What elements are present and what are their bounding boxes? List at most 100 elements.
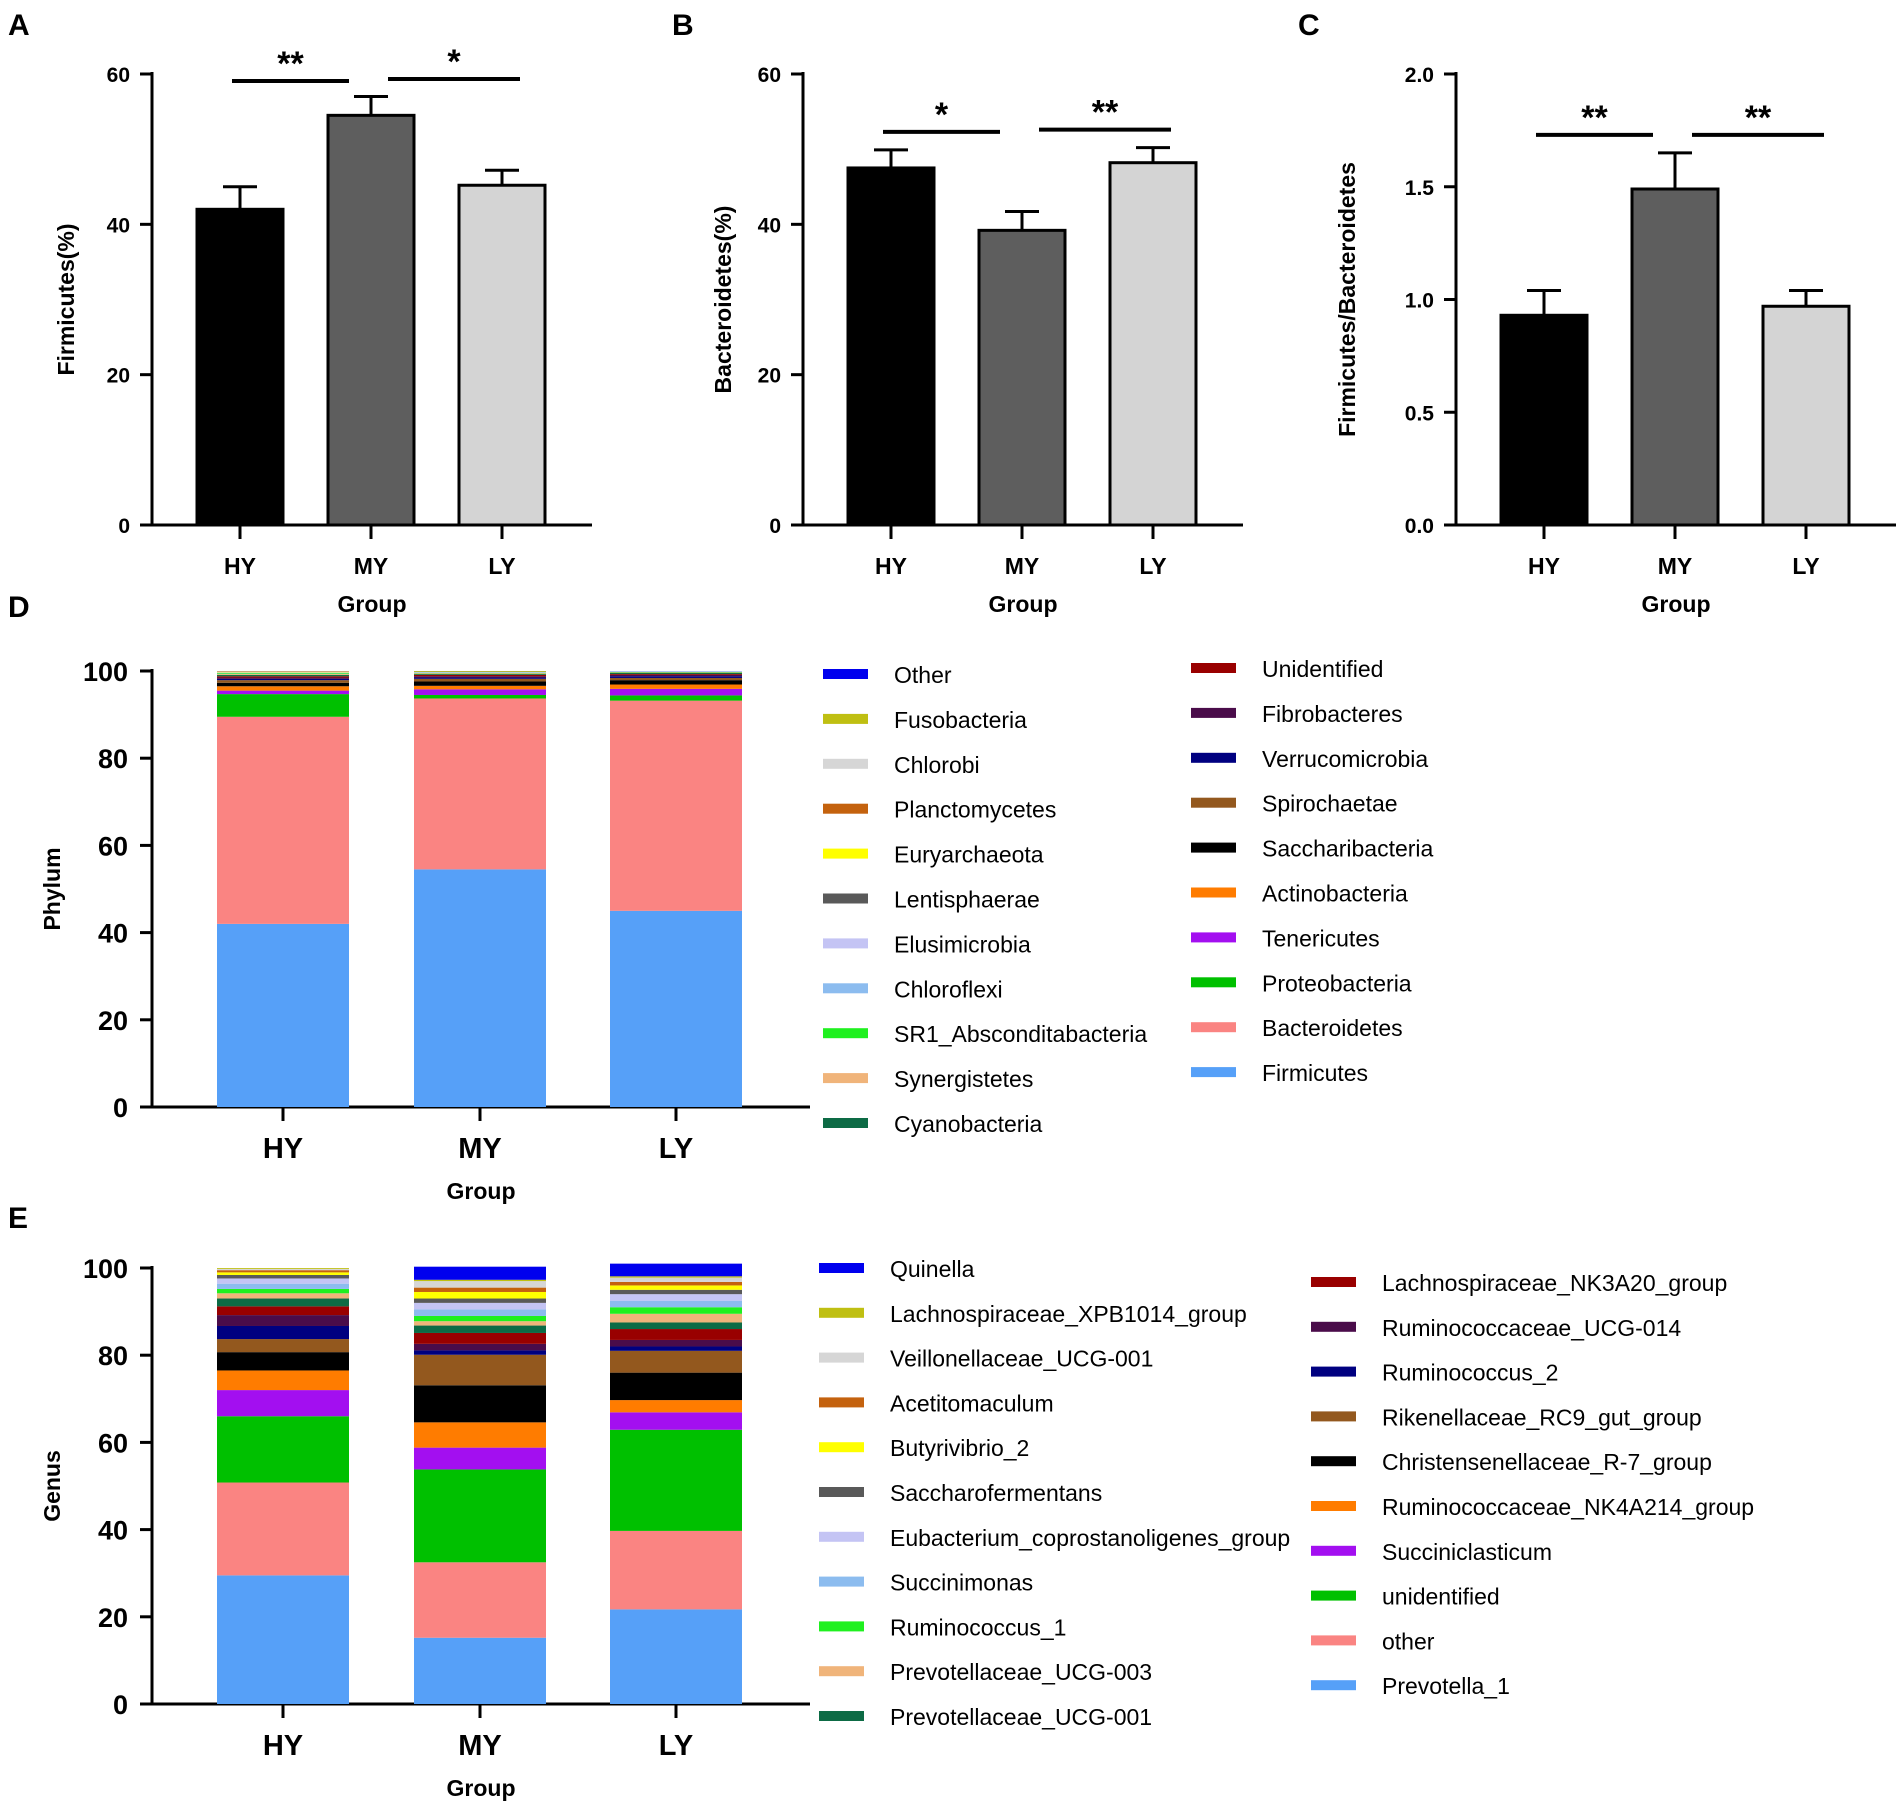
x-tick-label-hy: HY: [263, 1730, 303, 1762]
x-axis-title: Group: [447, 1775, 516, 1801]
panel-e: E 0 20 40 60 80 100 HY MY LY Group Genus Quinella Lac…: [8, 1202, 1754, 1801]
stack-segment: [610, 684, 742, 689]
stack-segment: [610, 700, 742, 911]
legend: Other Fusobacteria Chlorobi Planctomycetes E…: [823, 656, 1434, 1137]
stack-segment: [217, 1268, 349, 1269]
legend-label: Lachnospiraceae_XPB1014_group: [890, 1301, 1247, 1327]
stack-segment: [217, 671, 349, 672]
stack-segment: [414, 1266, 546, 1280]
legend-label: Prevotellaceae_UCG-003: [890, 1659, 1152, 1685]
legend-swatch: [819, 1307, 864, 1318]
stack-segment: [217, 674, 349, 677]
legend-label: Elusimicrobia: [894, 931, 1031, 957]
stack-segment: [610, 1609, 742, 1704]
legend-label: SR1_Absconditabacteria: [894, 1021, 1147, 1047]
stack-segment: [414, 1325, 546, 1333]
stack-segment: [414, 1298, 546, 1303]
legend-swatch: [1311, 1411, 1356, 1422]
stack-segment: [217, 1283, 349, 1289]
y-tick-label: 2.0: [1405, 64, 1434, 87]
y-axis-title: Bacteroidetes(%): [710, 206, 736, 394]
stack-segment: [217, 674, 349, 675]
stack-segment: [414, 869, 546, 1107]
stack-segment: [610, 677, 742, 681]
y-tick-label: 20: [98, 1603, 128, 1633]
bar-hy: [846, 166, 936, 527]
stack-segment: [414, 694, 546, 699]
stack-segment: [217, 673, 349, 675]
panel-label-c: C: [1298, 9, 1320, 42]
legend-label: Bacteroidetes: [1262, 1015, 1403, 1041]
stack-segment: [414, 676, 546, 678]
x-axis-title: Group: [1642, 591, 1711, 617]
stack-segment: [610, 1329, 742, 1340]
stack-segment: [414, 689, 546, 695]
legend-label: Saccharibacteria: [1262, 836, 1434, 862]
legend-swatch: [1311, 1501, 1356, 1511]
bar-my: [1630, 187, 1720, 527]
stack-segment: [414, 681, 546, 686]
legend-label: Acetitomaculum: [890, 1390, 1054, 1416]
legend-swatch: [819, 1576, 864, 1587]
legend-label: Unidentified: [1262, 656, 1383, 682]
legend-swatch: [1191, 797, 1236, 808]
legend-label: Ruminococcaceae_NK4A214_group: [1382, 1494, 1754, 1520]
stack-segment: [414, 1302, 546, 1310]
legend-label: Tenericutes: [1262, 925, 1380, 951]
legend-label: Christensenellaceae_R-7_group: [1382, 1449, 1712, 1475]
legend-swatch: [823, 713, 868, 724]
stack-segment: [414, 1291, 546, 1299]
stack-segment: [610, 672, 742, 675]
stack-segment: [610, 1263, 742, 1277]
legend-label: Actinobacteria: [1262, 881, 1408, 907]
y-axis-title: Phylum: [39, 847, 65, 930]
stack-segment: [414, 1321, 546, 1326]
x-tick-label-my: MY: [458, 1133, 502, 1165]
legend-swatch: [819, 1666, 864, 1677]
stack-segment: [414, 673, 546, 675]
stack-segment: [414, 677, 546, 679]
stack-segment: [414, 1422, 546, 1448]
x-tick-label-ly: LY: [659, 1730, 693, 1762]
legend-swatch: [1191, 1067, 1236, 1078]
stack-segment: [414, 1354, 546, 1386]
stack-segment: [610, 1307, 742, 1314]
stack-segment: [414, 1287, 546, 1292]
y-tick-label: 40: [758, 214, 781, 237]
legend-swatch: [823, 848, 868, 859]
legend-label: Rikenellaceae_RC9_gut_group: [1382, 1404, 1702, 1430]
stack-segment: [217, 1268, 349, 1271]
panel-label-e: E: [8, 1202, 28, 1235]
stack-segment: [610, 1300, 742, 1308]
stack-segment: [610, 1289, 742, 1295]
legend-swatch: [819, 1263, 864, 1273]
legend-swatch: [819, 1621, 864, 1632]
stack-segment: [217, 1272, 349, 1275]
y-tick-label: 80: [98, 1341, 128, 1371]
y-tick-label: 1.5: [1405, 177, 1435, 200]
stack-segment: [414, 1315, 546, 1322]
legend-label: Lentisphaerae: [894, 887, 1040, 913]
y-tick-label: 80: [98, 744, 128, 774]
stack-segment: [414, 678, 546, 682]
legend-swatch: [819, 1711, 864, 1721]
stack-segment: [414, 1279, 546, 1282]
stack-segment: [217, 686, 349, 691]
stack-segment: [610, 674, 742, 677]
stack-segment: [610, 910, 742, 1107]
legend-label: Succinimonas: [890, 1570, 1033, 1596]
panel-label-a: A: [8, 9, 30, 42]
bar-hy: [1499, 313, 1589, 527]
y-tick-label: 0.0: [1405, 515, 1434, 538]
y-tick-label: 0: [113, 1093, 128, 1123]
x-axis-title: Group: [338, 591, 407, 617]
stack-segment: [610, 1281, 742, 1286]
x-axis-title: Group: [989, 591, 1058, 617]
stack-segment: [414, 1309, 546, 1316]
stack-segment: [610, 680, 742, 685]
stack-segment: [610, 671, 742, 672]
legend-swatch: [1191, 887, 1236, 898]
legend-swatch: [819, 1487, 864, 1497]
stack-segment: [610, 1400, 742, 1413]
